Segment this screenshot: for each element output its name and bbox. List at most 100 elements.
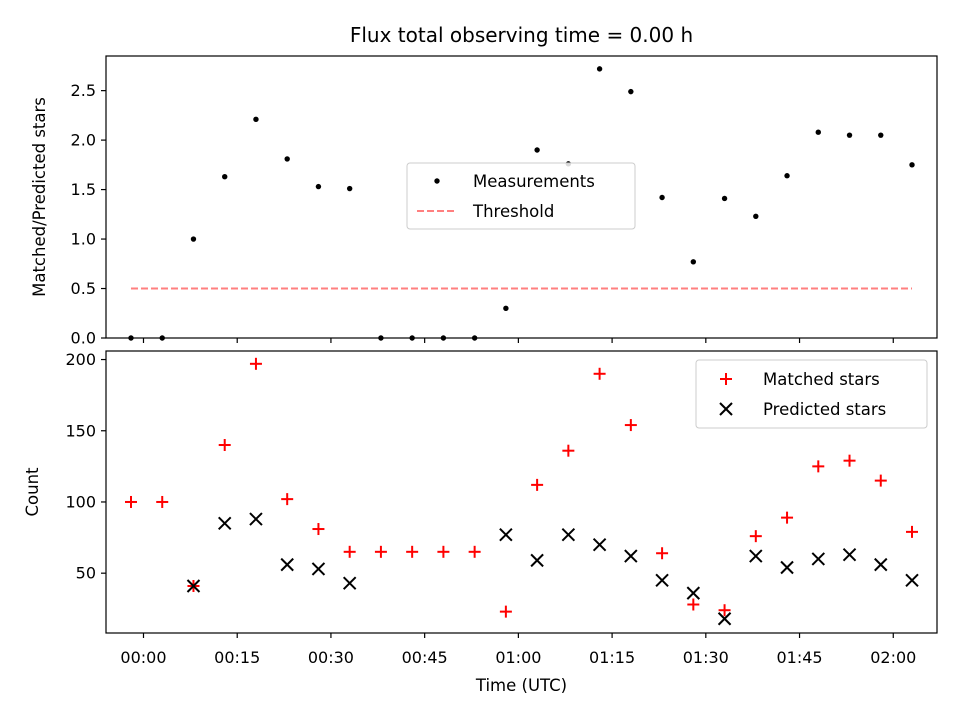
y-tick-label: 2.5 [71,81,96,100]
matched-star-point [156,495,169,508]
matched-star-point [687,598,700,611]
matched-star-point [656,547,669,560]
predicted-star-point [655,573,669,588]
y-tick-label: 1.0 [71,230,96,249]
legend-measurements-label: Measurements [473,172,595,191]
measurement-point [534,147,540,153]
predicted-star-point [780,560,794,575]
matched-star-point [249,357,262,370]
top-y-ticks: 0.0 0.5 1.0 1.5 2.0 2.5 [71,81,106,348]
matched-star-point [499,605,512,618]
predicted-star-point [749,549,763,563]
matched-star-point [406,545,419,558]
predicted-star-point [186,579,201,593]
y-tick-label: 2.0 [71,131,96,150]
top-panel: Flux total observing time = 0.00 h 0.00.… [30,23,938,348]
matched-star-point [374,545,387,558]
measurement-point [690,259,697,265]
y-tick-label: 200 [65,350,96,369]
matched-star-point [843,454,856,467]
matched-star-point [437,545,450,558]
y-tick-label: 0.5 [71,279,96,298]
top-series-layer [128,66,915,341]
top-y-axis-label: Matched/Predicted stars [30,97,49,297]
predicted-star-point [499,528,513,542]
predicted-star-point [561,528,576,542]
predicted-star-point [811,552,825,566]
matched-star-point [781,511,794,524]
x-tick-label: 00:45 [402,648,448,667]
legend-measurements-marker [434,178,440,184]
top-legend: Measurements Threshold [406,162,636,230]
predicted-star-point [592,537,607,552]
legend-predicted-label: Predicted stars [763,400,886,419]
predicted-star-point [905,573,919,588]
bottom-panel: 50 100 150 200 00:00 00:15 00:30 00:45 01:00 01:… [23,350,938,695]
matched-star-point [874,474,887,487]
measurement-point [753,213,759,219]
measurement-point [190,236,197,242]
y-tick-label: 0.0 [71,329,96,348]
measurement-point [284,156,290,162]
x-tick-label: 00:15 [214,648,260,667]
top-x-ticks [142,338,894,343]
matched-star-point [562,444,575,457]
bottom-series-layer [124,357,919,626]
measurement-point [346,185,353,192]
x-tick-label: 00:30 [308,648,354,667]
predicted-star-point [717,612,732,626]
matched-star-point [718,604,731,617]
measurement-point [846,132,853,138]
bottom-legend-box [695,359,928,429]
legend-matched-marker [720,373,732,385]
measurement-point [784,173,790,179]
y-tick-label: 50 [76,564,96,583]
x-tick-label: 01:15 [589,648,635,667]
bottom-y-axis-label: Count [23,467,42,517]
matched-star-point [281,493,294,506]
measurement-point [315,183,322,190]
bottom-legend: Matched stars Predicted stars [695,359,928,429]
matched-star-point [624,419,637,432]
predicted-star-point [842,547,857,562]
x-tick-label: 02:00 [870,648,916,667]
legend-matched-label: Matched stars [763,370,880,389]
bottom-x-ticks: 00:00 00:15 00:30 00:45 01:00 01:15 01:30 01:45… [120,633,916,667]
matched-star-point [218,439,231,451]
measurement-point [909,162,915,168]
measurement-point [815,129,821,135]
measurement-point [253,116,259,123]
matched-star-point [749,530,762,543]
predicted-star-point [686,586,701,600]
legend-threshold-label: Threshold [472,202,554,221]
predicted-star-point [530,553,544,568]
matched-star-point [124,495,137,508]
matched-star-point [468,545,481,558]
predicted-star-point [624,549,638,563]
top-legend-box [406,162,636,230]
measurement-point [628,88,634,95]
y-tick-label: 100 [65,492,96,511]
measurement-point [222,174,228,180]
measurement-point [596,66,603,72]
measurement-point [503,305,509,312]
predicted-star-point [280,557,294,572]
predicted-star-point [342,576,357,590]
matched-star-point [906,525,919,538]
predicted-star-point [218,516,232,531]
predicted-star-point [874,557,888,572]
legend-predicted-marker [719,402,733,416]
measurement-point [878,132,884,138]
matched-star-point [812,460,825,473]
matched-star-point [531,478,544,491]
predicted-star-point [311,562,326,576]
matched-star-point [343,545,356,558]
matched-star-point [312,523,325,536]
x-tick-label: 00:00 [120,648,166,667]
bottom-x-axis-label: Time (UTC) [475,676,567,695]
bottom-plot-frame [105,350,938,634]
y-tick-label: 1.5 [71,180,96,199]
x-tick-label: 01:30 [683,648,729,667]
x-tick-label: 01:45 [776,648,822,667]
